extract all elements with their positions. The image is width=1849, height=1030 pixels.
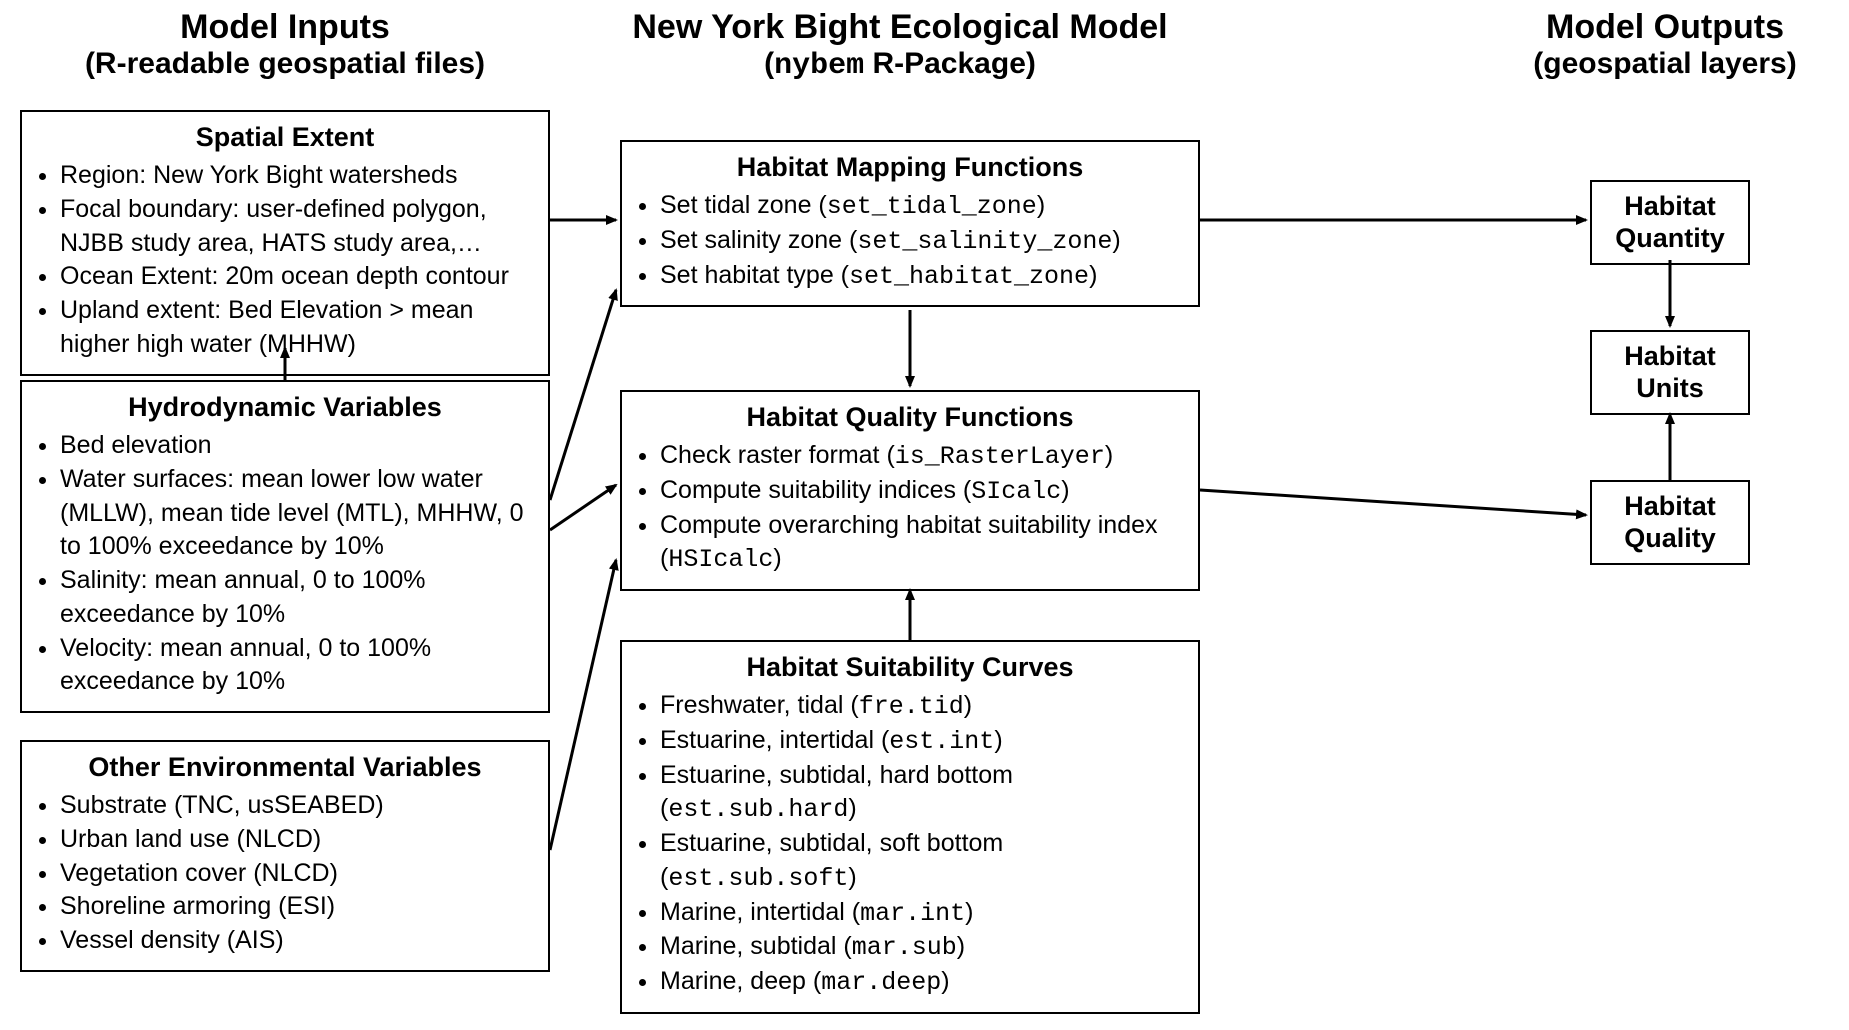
list-item: Marine, subtidal (mar.sub) — [660, 930, 1184, 965]
list-item: Check raster format (is_RasterLayer) — [660, 439, 1184, 474]
list-item: Salinity: mean annual, 0 to 100% exceeda… — [60, 564, 534, 632]
habitat-units-box: Habitat Units — [1590, 330, 1750, 415]
mapping-title: Habitat Mapping Functions — [636, 152, 1184, 183]
list-item: Substrate (TNC, usSEABED) — [60, 789, 534, 823]
list-item: Compute overarching habitat suitability … — [660, 509, 1184, 578]
mapping-list: Set tidal zone (set_tidal_zone) Set sali… — [636, 189, 1184, 293]
quality-title: Habitat Quality Functions — [636, 402, 1184, 433]
hydro-list: Bed elevation Water surfaces: mean lower… — [36, 429, 534, 699]
inputs-title: Model Inputs — [20, 8, 550, 47]
list-item: Focal boundary: user-defined polygon, NJ… — [60, 193, 534, 261]
model-sub: (nybem R-Package) — [560, 47, 1240, 83]
list-item: Set salinity zone (set_salinity_zone) — [660, 224, 1184, 259]
other-list: Substrate (TNC, usSEABED) Urban land use… — [36, 789, 534, 958]
list-item: Set habitat type (set_habitat_zone) — [660, 259, 1184, 294]
arrow-hydro-to-quality — [550, 485, 616, 530]
spatial-title: Spatial Extent — [36, 122, 534, 153]
list-item: Set tidal zone (set_tidal_zone) — [660, 189, 1184, 224]
list-item: Region: New York Bight watersheds — [60, 159, 534, 193]
arrow-quality-to-outquality — [1200, 490, 1586, 515]
other-title: Other Environmental Variables — [36, 752, 534, 783]
hydrodynamic-box: Hydrodynamic Variables Bed elevation Wat… — [20, 380, 550, 713]
inputs-sub: (R-readable geospatial files) — [20, 47, 550, 81]
list-item: Estuarine, subtidal, hard bottom (est.su… — [660, 759, 1184, 828]
spatial-list: Region: New York Bight watersheds Focal … — [36, 159, 534, 362]
habitat-quality-box: Habitat Quality Functions Check raster f… — [620, 390, 1200, 591]
curves-title: Habitat Suitability Curves — [636, 652, 1184, 683]
outputs-sub: (geospatial layers) — [1500, 47, 1830, 81]
list-item: Ocean Extent: 20m ocean depth contour — [60, 260, 534, 294]
quality-list: Check raster format (is_RasterLayer) Com… — [636, 439, 1184, 577]
list-item: Bed elevation — [60, 429, 534, 463]
hydro-title: Hydrodynamic Variables — [36, 392, 534, 423]
list-item: Velocity: mean annual, 0 to 100% exceeda… — [60, 632, 534, 700]
list-item: Upland extent: Bed Elevation > mean high… — [60, 294, 534, 362]
curves-list: Freshwater, tidal (fre.tid) Estuarine, i… — [636, 689, 1184, 1000]
outputs-header: Model Outputs (geospatial layers) — [1500, 8, 1830, 81]
habitat-quality-output-box: Habitat Quality — [1590, 480, 1750, 565]
habitat-mapping-box: Habitat Mapping Functions Set tidal zone… — [620, 140, 1200, 307]
spatial-extent-box: Spatial Extent Region: New York Bight wa… — [20, 110, 550, 376]
habitat-curves-box: Habitat Suitability Curves Freshwater, t… — [620, 640, 1200, 1014]
habitat-quantity-box: Habitat Quantity — [1590, 180, 1750, 265]
list-item: Water surfaces: mean lower low water (ML… — [60, 463, 534, 564]
model-title: New York Bight Ecological Model — [560, 8, 1240, 47]
outputs-title: Model Outputs — [1500, 8, 1830, 47]
other-env-box: Other Environmental Variables Substrate … — [20, 740, 550, 972]
arrow-hydro-to-mapping — [550, 290, 616, 500]
list-item: Compute suitability indices (SIcalc) — [660, 474, 1184, 509]
list-item: Shoreline armoring (ESI) — [60, 890, 534, 924]
list-item: Estuarine, intertidal (est.int) — [660, 724, 1184, 759]
arrow-other-to-quality — [550, 560, 616, 850]
list-item: Marine, deep (mar.deep) — [660, 965, 1184, 1000]
list-item: Urban land use (NLCD) — [60, 823, 534, 857]
list-item: Vegetation cover (NLCD) — [60, 857, 534, 891]
list-item: Estuarine, subtidal, soft bottom (est.su… — [660, 827, 1184, 896]
list-item: Marine, intertidal (mar.int) — [660, 896, 1184, 931]
list-item: Freshwater, tidal (fre.tid) — [660, 689, 1184, 724]
inputs-header: Model Inputs (R-readable geospatial file… — [20, 8, 550, 81]
model-header: New York Bight Ecological Model (nybem R… — [560, 8, 1240, 83]
list-item: Vessel density (AIS) — [60, 924, 534, 958]
